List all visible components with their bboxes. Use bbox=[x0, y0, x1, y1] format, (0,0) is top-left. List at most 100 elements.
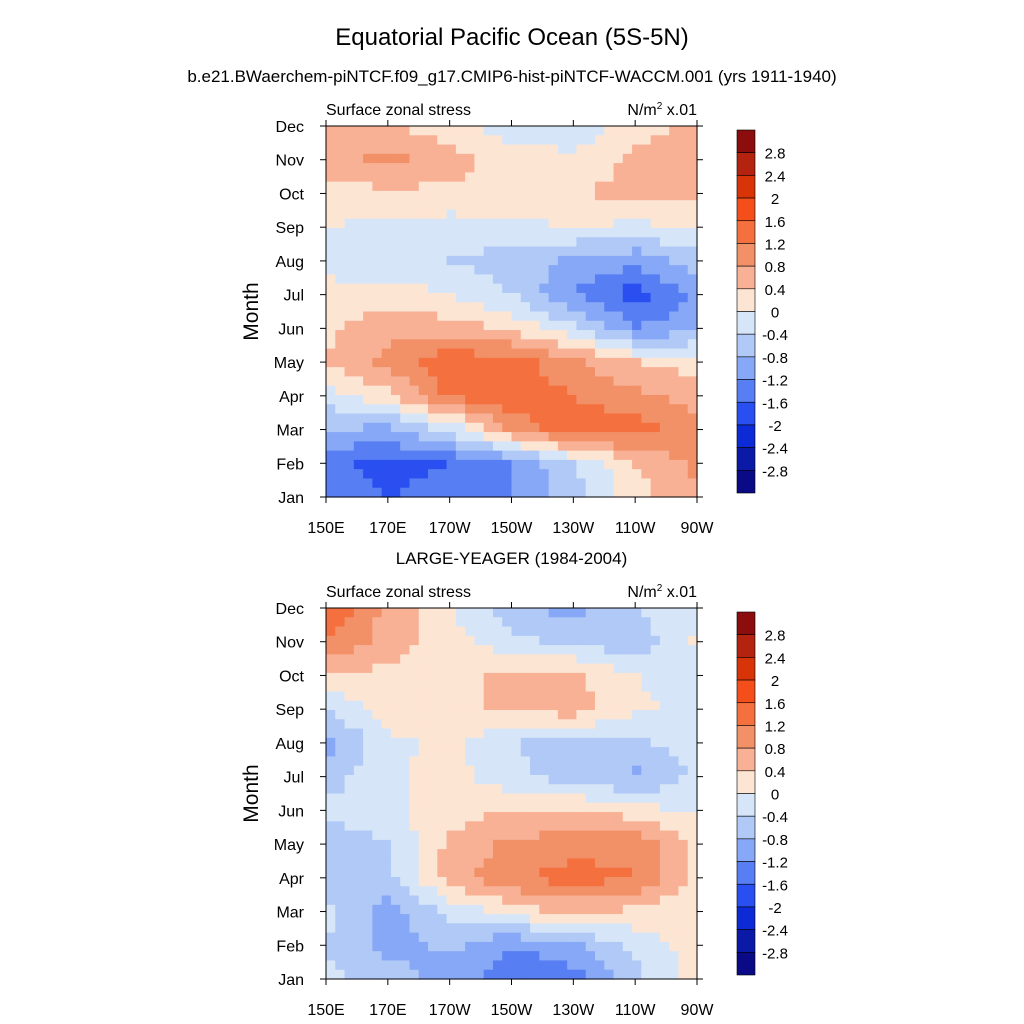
contour-cell bbox=[390, 311, 401, 322]
contour-cell bbox=[344, 904, 355, 915]
contour-cell bbox=[483, 663, 494, 674]
contour-cell bbox=[390, 672, 401, 683]
contour-cell bbox=[678, 635, 689, 646]
contour-cell bbox=[428, 821, 438, 832]
contour-cell bbox=[502, 237, 513, 248]
contour-cell bbox=[446, 209, 457, 220]
contour-cell bbox=[557, 459, 568, 470]
contour-cell bbox=[502, 663, 513, 674]
contour-cell bbox=[539, 339, 550, 350]
contour-cell bbox=[678, 320, 689, 331]
contour-cell bbox=[437, 153, 448, 164]
contour-cell bbox=[576, 876, 587, 887]
contour-cell bbox=[344, 478, 355, 489]
contour-cell bbox=[465, 181, 476, 192]
contour-cell bbox=[548, 348, 559, 359]
contour-cell bbox=[539, 895, 550, 906]
contour-cell bbox=[641, 487, 652, 498]
contour-cell bbox=[548, 747, 559, 758]
contour-cell bbox=[622, 941, 633, 952]
contour-cell bbox=[353, 209, 364, 220]
contour-cell bbox=[641, 190, 652, 201]
contour-cell bbox=[492, 144, 503, 155]
contour-cell bbox=[669, 209, 680, 220]
contour-cell bbox=[492, 469, 503, 480]
contour-cell bbox=[557, 969, 568, 980]
contour-cell bbox=[465, 821, 476, 832]
contour-cell bbox=[428, 459, 438, 470]
contour-cell bbox=[659, 812, 670, 822]
contour-cell bbox=[363, 348, 373, 359]
contour-cell bbox=[632, 385, 642, 396]
contour-cell bbox=[594, 895, 605, 906]
contour-cell bbox=[400, 394, 411, 405]
panels: Surface zonal stress N/m2 x.01JanFebMarAp… bbox=[240, 101, 788, 1019]
contour-cell bbox=[669, 172, 680, 183]
contour-cell bbox=[437, 376, 448, 387]
contour-cell bbox=[409, 153, 420, 164]
contour-cell bbox=[557, 672, 568, 683]
contour-cell bbox=[678, 682, 689, 693]
contour-cell bbox=[335, 672, 346, 683]
contour-cell bbox=[511, 163, 522, 173]
contour-cell bbox=[632, 126, 642, 136]
contour-cell bbox=[520, 895, 531, 906]
contour-cell bbox=[520, 311, 531, 322]
contour-cell bbox=[372, 237, 383, 248]
contour-cell bbox=[520, 422, 531, 433]
contour-cell bbox=[390, 682, 401, 693]
contour-cell bbox=[363, 413, 373, 424]
contour-cell bbox=[363, 876, 373, 887]
contour-cell bbox=[576, 969, 587, 980]
contour-cell bbox=[428, 932, 438, 943]
contour-cell bbox=[659, 932, 670, 943]
contour-cell bbox=[557, 274, 568, 285]
contour-cell bbox=[557, 895, 568, 906]
contour-cell bbox=[344, 422, 355, 433]
contour-cell bbox=[539, 932, 550, 943]
contour-cell bbox=[687, 635, 698, 646]
contour-cell bbox=[539, 923, 550, 934]
contour-cell bbox=[678, 339, 689, 350]
contour-cell bbox=[548, 311, 559, 322]
contour-cell bbox=[687, 422, 698, 433]
contour-cell bbox=[520, 478, 531, 489]
contour-cell bbox=[353, 487, 364, 498]
contour-cell bbox=[585, 876, 596, 887]
contour-cell bbox=[437, 876, 448, 887]
contour-cell bbox=[474, 441, 485, 452]
contour-cell bbox=[363, 839, 373, 850]
contour-cell bbox=[613, 450, 624, 461]
contour-cell bbox=[632, 469, 642, 480]
contour-cell bbox=[650, 876, 661, 887]
contour-cell bbox=[650, 330, 661, 340]
contour-cell bbox=[428, 923, 438, 934]
contour-cell bbox=[650, 830, 661, 841]
contour-cell bbox=[492, 904, 503, 915]
contour-cell bbox=[353, 645, 364, 655]
contour-cell bbox=[492, 450, 503, 461]
contour-cell bbox=[632, 626, 642, 637]
contour-cell bbox=[409, 645, 420, 655]
contour-cell bbox=[326, 144, 336, 155]
contour-cell bbox=[409, 821, 420, 832]
contour-cell bbox=[335, 367, 346, 378]
contour-cell bbox=[465, 923, 476, 934]
contour-cell bbox=[659, 330, 670, 340]
contour-cell bbox=[511, 793, 522, 804]
contour-cell bbox=[539, 441, 550, 452]
contour-cell bbox=[344, 302, 355, 313]
contour-cell bbox=[390, 923, 401, 934]
contour-cell bbox=[548, 200, 559, 211]
contour-cell bbox=[428, 904, 438, 915]
contour-cell bbox=[455, 923, 466, 934]
contour-cell bbox=[446, 691, 457, 702]
contour-cell bbox=[678, 895, 689, 906]
contour-cell bbox=[363, 181, 373, 192]
contour-cell bbox=[446, 376, 457, 387]
contour-cell bbox=[678, 190, 689, 201]
contour-cell bbox=[585, 784, 596, 795]
contour-cell bbox=[372, 255, 383, 266]
contour-cell bbox=[335, 311, 346, 322]
units-label-base: N/m bbox=[627, 102, 656, 119]
